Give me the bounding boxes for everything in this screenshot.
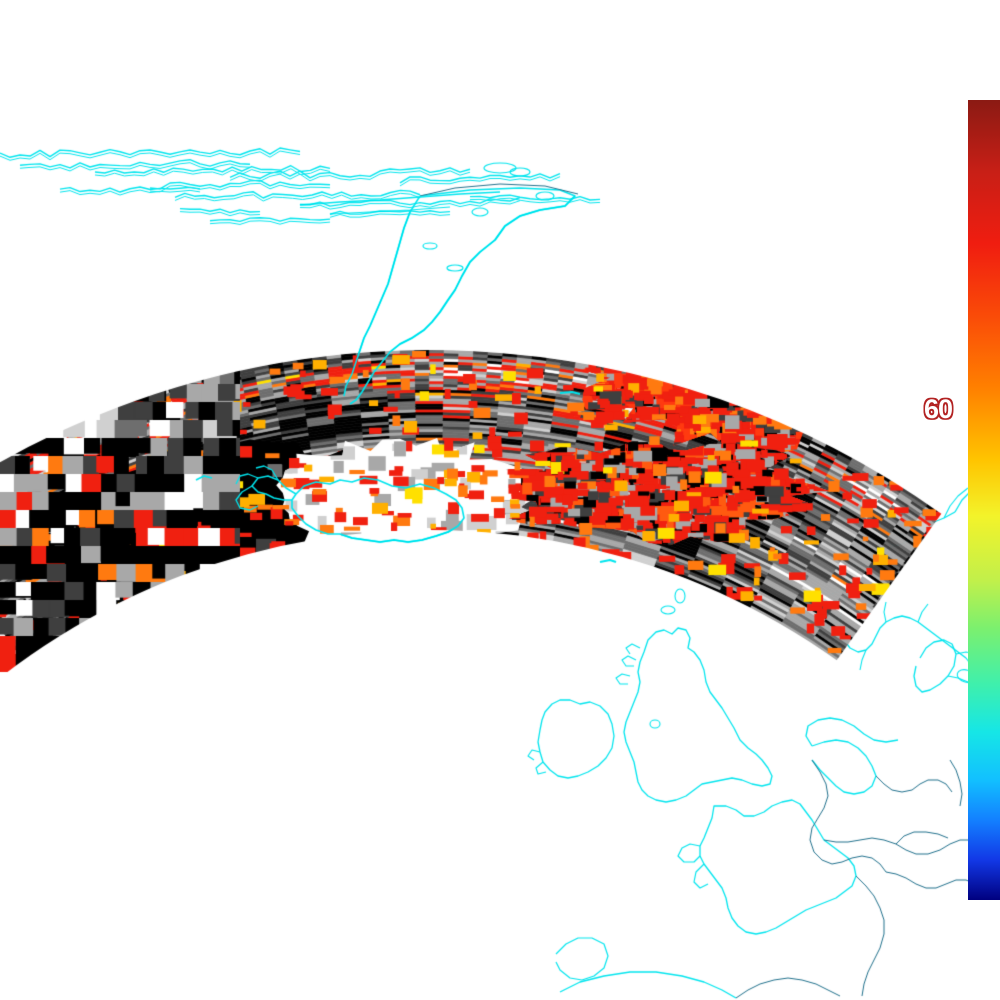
colorbar[interactable] [968, 100, 1000, 900]
latitude-label-60: 60 [924, 394, 953, 424]
colorbar-gradient [968, 100, 1000, 900]
